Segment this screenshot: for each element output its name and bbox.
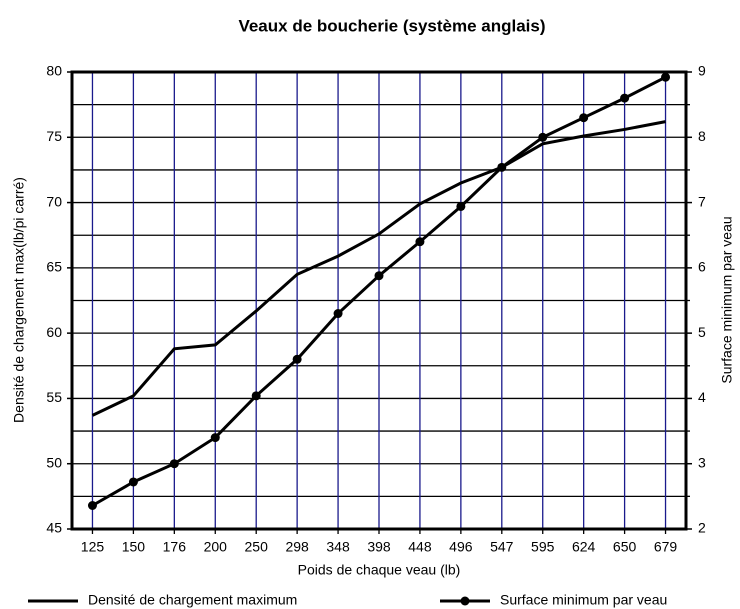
chart-title: Veaux de boucherie (système anglais): [238, 16, 545, 35]
x-axis-label: Poids de chaque veau (lb): [298, 562, 461, 578]
series-marker: [292, 354, 302, 364]
x-tick-label: 125: [81, 539, 105, 555]
y2-tick-label: 8: [698, 128, 706, 144]
x-tick-label: 298: [285, 539, 309, 555]
y2-tick-label: 4: [698, 389, 706, 405]
x-tick-label: 624: [572, 539, 596, 555]
y-tick-label: 50: [46, 454, 62, 470]
y2-tick-label: 2: [698, 520, 706, 536]
x-tick-label: 496: [449, 539, 473, 555]
y2-axis-label: Surface minimum par veau: [719, 216, 735, 383]
legend-marker: [460, 596, 470, 606]
legend-label: Densité de chargement maximum: [88, 592, 297, 608]
series-marker: [538, 132, 548, 142]
series-marker: [128, 477, 138, 487]
x-tick-label: 547: [490, 539, 514, 555]
y2-tick-label: 3: [698, 454, 706, 470]
y-tick-label: 70: [46, 193, 62, 209]
series-marker: [251, 391, 261, 401]
y-tick-label: 60: [46, 324, 62, 340]
x-tick-label: 595: [531, 539, 555, 555]
series-marker: [456, 201, 466, 211]
y2-tick-label: 7: [698, 193, 706, 209]
x-tick-label: 679: [654, 539, 678, 555]
series-marker: [333, 309, 343, 319]
y2-tick-label: 9: [698, 63, 706, 79]
plot-frame: [70, 70, 688, 531]
y-axis-label: Densité de chargement max(lb/pi carré): [11, 177, 27, 423]
series-marker: [661, 72, 671, 82]
y2-tick-label: 6: [698, 259, 706, 275]
y-tick-label: 75: [46, 128, 62, 144]
series-line: [91, 120, 666, 417]
y-tick-label: 55: [46, 389, 62, 405]
series-marker: [620, 93, 630, 103]
x-tick-label: 398: [367, 539, 391, 555]
y-tick-label: 45: [46, 520, 62, 536]
series-marker: [415, 237, 425, 247]
x-tick-label: 150: [122, 539, 146, 555]
series-marker: [87, 500, 97, 510]
x-tick-label: 200: [204, 539, 228, 555]
series-marker: [579, 113, 589, 123]
x-tick-label: 176: [163, 539, 187, 555]
series-marker: [497, 162, 507, 172]
legend-label: Surface minimum par veau: [500, 592, 667, 608]
x-tick-label: 348: [326, 539, 350, 555]
series-marker: [374, 271, 384, 281]
y-tick-label: 65: [46, 259, 62, 275]
y-tick-label: 80: [46, 63, 62, 79]
y2-tick-label: 5: [698, 324, 706, 340]
x-tick-label: 448: [408, 539, 432, 555]
series-marker: [169, 459, 179, 469]
x-tick-label: 650: [613, 539, 637, 555]
series-marker: [210, 433, 220, 443]
x-tick-label: 250: [245, 539, 269, 555]
